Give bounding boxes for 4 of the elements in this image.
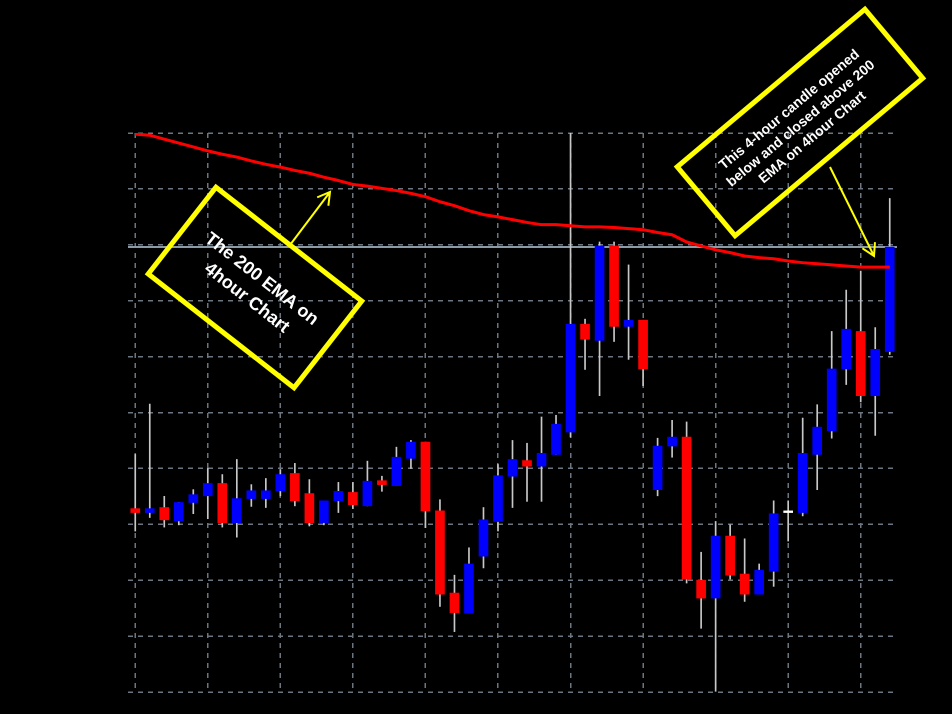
candlestick [536,416,546,502]
candlestick [522,442,532,502]
candlestick [624,264,634,360]
candlestick [508,440,518,508]
